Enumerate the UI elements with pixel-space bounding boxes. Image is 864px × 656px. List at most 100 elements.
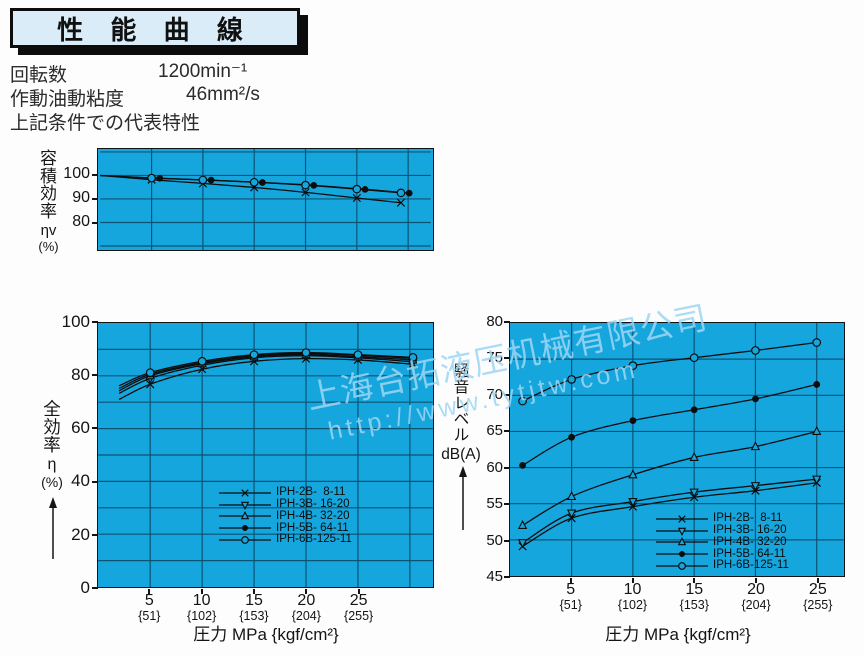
legend-item: IPH-6B-125-11 <box>219 534 352 546</box>
x-tick-mpa: 5 <box>566 581 576 598</box>
x-tick-mark <box>305 589 308 594</box>
legend-model-label: IPH-5B- 64-11 <box>713 547 786 560</box>
dot-marker <box>519 462 526 469</box>
legend-marker-tri-down <box>219 501 271 510</box>
x-tick-mark <box>755 578 758 583</box>
y-tick-mark <box>92 480 98 483</box>
x-tick-mark <box>200 589 203 594</box>
y-tick-mark <box>92 533 98 536</box>
x-tick-kgf: {204} <box>741 598 771 612</box>
y-tick-label: 100 <box>61 311 90 331</box>
x-tick-mpa: 5 <box>144 592 154 609</box>
circle-marker <box>145 368 155 377</box>
x-tick-kgf: {153} <box>239 609 269 623</box>
series-IPH-5B- 64-11 <box>522 383 817 466</box>
volumetric-y-axis-label: 容積効率 ηv (%) <box>38 149 59 254</box>
circle-marker <box>353 350 363 360</box>
x-tick-mark <box>631 578 634 583</box>
y-tick-label: 60 <box>486 458 503 476</box>
dot-marker <box>752 395 759 403</box>
condition-value: 1200min⁻¹ <box>158 61 248 82</box>
y-tick-mark <box>92 221 98 224</box>
x-tick-mpa: 25 <box>808 581 827 598</box>
noise-y-axis-label: 騒音レベル <box>453 363 470 445</box>
noise-chart-legend: IPH-2B- 8-11 IPH-3B- 16-20 IPH-4B- 32-20 IP… <box>656 513 789 572</box>
tri-up-marker <box>677 537 687 546</box>
condition-note: 上記条件での代表特性 <box>10 113 201 134</box>
y-tick-mark <box>504 321 510 323</box>
circle-marker <box>147 173 156 183</box>
legend-marker-tri-up <box>219 511 271 520</box>
legend-marker-x <box>656 515 708 523</box>
circle-marker <box>241 536 249 544</box>
y-tick-mark <box>504 393 510 396</box>
legend-item: IPH-3B- 16-20 <box>656 523 789 537</box>
legend-model-label: IPH-3B- 16-20 <box>713 523 787 536</box>
legend-marker-dot <box>656 551 708 558</box>
series-IPH-3B- 16-20 <box>522 478 817 544</box>
page-title-box: 性 能 曲 線 <box>10 8 300 48</box>
tri-down-marker <box>628 497 638 507</box>
x-marker <box>396 198 406 207</box>
volumetric-efficiency-chart <box>97 148 434 251</box>
y-tick-mark <box>504 357 510 360</box>
tri-up-marker <box>240 511 250 520</box>
condition-label: 作動油動粘度 <box>10 89 125 110</box>
circle-marker <box>249 350 259 360</box>
circle-marker <box>352 184 362 194</box>
x-marker <box>678 515 686 523</box>
circle-marker <box>628 361 638 371</box>
y-tick-label: 0 <box>80 577 90 597</box>
tri-down-marker <box>677 527 687 536</box>
legend-model-label: IPH-2B- 8-11 <box>713 512 783 525</box>
legend-marker-circle <box>656 562 708 570</box>
noise-level-plot <box>510 323 844 576</box>
circle-marker <box>812 338 822 347</box>
legend-item: IPH-2B- 8-11 <box>656 513 789 525</box>
y-tick-label: 100 <box>63 165 90 183</box>
x-marker <box>241 489 249 497</box>
x-marker <box>301 188 310 197</box>
condition-row-speed: 回転数 1200min⁻¹ <box>10 60 247 86</box>
y-tick-mark <box>504 466 510 469</box>
legend-model-label: IPH-5B- 64-11 <box>276 521 349 534</box>
legend-item: IPH-3B- 16-20 <box>219 498 352 511</box>
y-tick-mark <box>504 503 510 506</box>
series-IPH-2B- 8-11 <box>522 482 817 547</box>
circle-marker <box>678 562 686 570</box>
y-tick-label: 50 <box>486 531 503 549</box>
tri-down-marker <box>750 482 761 492</box>
x-tick-mpa: 10 <box>623 581 642 598</box>
y-tick-label: 60 <box>71 418 90 438</box>
y-tick-label: 90 <box>72 189 90 207</box>
x-marker <box>352 193 361 203</box>
legend-model-label: IPH-4B- 32-20 <box>713 535 787 548</box>
x-tick-kgf: {51} <box>138 609 161 623</box>
circle-marker <box>198 175 208 185</box>
legend-marker-dot <box>219 525 271 532</box>
x-marker <box>146 380 155 389</box>
y-tick-label: 55 <box>486 495 503 513</box>
y-tick-mark <box>92 173 98 176</box>
x-tick-mpa: 20 <box>747 581 765 598</box>
circle-marker <box>396 188 406 198</box>
legend-model-label: IPH-6B-125-11 <box>713 559 789 572</box>
legend-marker-tri-down <box>656 527 708 536</box>
overall-y-axis-label: 全効率 η (%) <box>41 399 63 490</box>
tri-down-marker <box>566 509 577 519</box>
dot-marker <box>568 433 575 441</box>
legend-item: IPH-5B- 64-11 <box>219 522 352 534</box>
circle-marker <box>408 352 418 362</box>
circle-marker <box>197 356 207 366</box>
condition-label: 回転数 <box>10 65 68 86</box>
y-tick-label: 80 <box>72 213 90 231</box>
y-tick-label: 40 <box>71 471 90 491</box>
x-tick-mark <box>816 578 819 583</box>
y-tick-label: 80 <box>486 313 503 330</box>
legend-item: IPH-5B- 64-11 <box>656 548 789 560</box>
dot-marker <box>242 525 248 532</box>
dot-marker <box>405 189 413 197</box>
volumetric-efficiency-plot <box>100 149 431 250</box>
overall-chart-legend: IPH-2B- 8-11 IPH-3B- 16-20 IPH-4B- 32-20 IP… <box>219 487 352 546</box>
